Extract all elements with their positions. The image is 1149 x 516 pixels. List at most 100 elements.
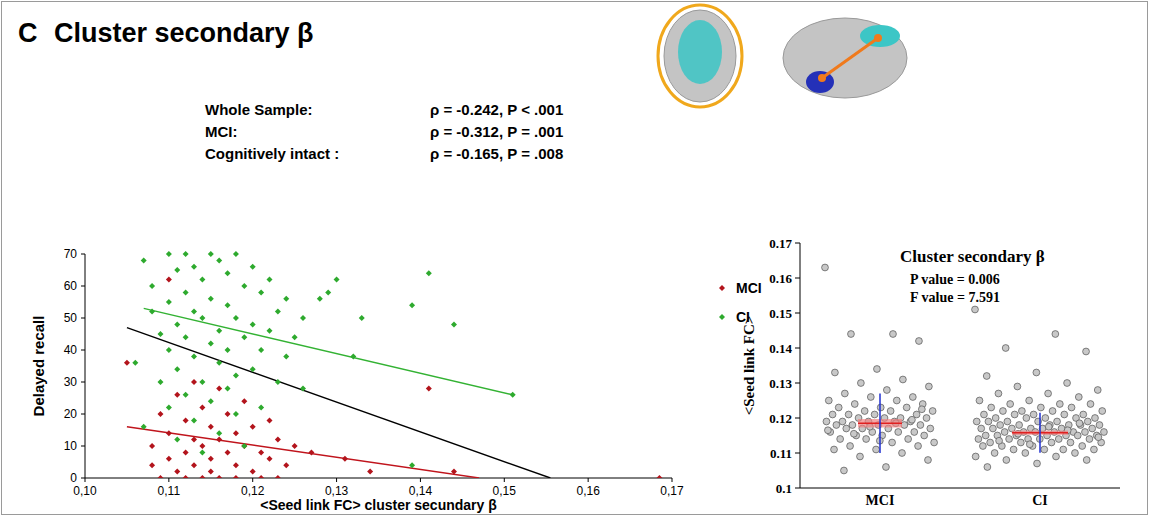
point [1061, 411, 1068, 418]
stats-text: ρ = -0.165, P = .008 [430, 145, 563, 162]
point [451, 321, 457, 327]
point [976, 397, 983, 404]
point [848, 331, 855, 338]
point [824, 427, 831, 434]
point [1072, 450, 1079, 457]
y-axis [85, 254, 86, 478]
point [899, 450, 906, 457]
point [199, 443, 205, 449]
point [1000, 408, 1007, 415]
point [883, 464, 890, 471]
point [216, 437, 222, 443]
point [1099, 408, 1106, 415]
point [166, 456, 172, 462]
point [822, 264, 829, 271]
stats-label: Whole Sample: [205, 101, 313, 118]
y-tick-label: 0 [70, 471, 77, 485]
point [283, 462, 289, 468]
point [1053, 453, 1060, 460]
point [1022, 450, 1029, 457]
point [1054, 418, 1061, 425]
point [183, 289, 189, 295]
brain-cluster [678, 20, 722, 84]
point [1006, 436, 1013, 443]
point [1010, 446, 1017, 453]
x-tick [168, 478, 169, 482]
point [216, 360, 222, 366]
point [990, 425, 997, 432]
point [925, 457, 932, 464]
plot-area [822, 264, 1108, 474]
point [426, 270, 432, 276]
point [1049, 408, 1056, 415]
point [1096, 422, 1103, 429]
point [350, 353, 356, 359]
point [849, 422, 856, 429]
panel-letter: C [18, 18, 38, 48]
point [923, 415, 930, 422]
point [166, 251, 172, 257]
point [841, 390, 848, 397]
point [1091, 446, 1098, 453]
point [216, 385, 222, 391]
point [149, 443, 155, 449]
point [1023, 415, 1030, 422]
point [1083, 348, 1090, 355]
point [174, 392, 180, 398]
y-tick [795, 278, 800, 279]
y-tick [81, 254, 85, 255]
point [1018, 408, 1025, 415]
point [300, 315, 306, 321]
y-axis-title: <Seed link FC> [741, 316, 757, 416]
y-tick [795, 488, 800, 489]
x-tick [85, 478, 86, 482]
point [183, 251, 189, 257]
x-tick [504, 478, 505, 482]
point [275, 475, 281, 478]
point [1101, 429, 1108, 436]
y-tick [795, 243, 800, 244]
y-tick [81, 350, 85, 351]
point [191, 462, 197, 468]
x-tick [420, 478, 421, 482]
point [972, 306, 979, 313]
point [141, 257, 147, 263]
y-tick [81, 286, 85, 287]
legend-marker [719, 285, 725, 291]
stats-label: Cognitively intact : [205, 145, 339, 162]
point [191, 264, 197, 270]
point [216, 328, 222, 334]
point [191, 379, 197, 385]
legend-marker [719, 314, 725, 320]
point [199, 475, 205, 478]
point [1048, 439, 1055, 446]
x-tick-label: 0,13 [325, 484, 349, 498]
y-tick-label: 30 [64, 375, 78, 389]
y-tick [795, 313, 800, 314]
point [283, 296, 289, 302]
point [225, 411, 231, 417]
point [275, 379, 281, 385]
point [905, 436, 912, 443]
point [241, 443, 247, 449]
x-axis [85, 478, 672, 479]
point [292, 443, 298, 449]
point [250, 321, 256, 327]
point [367, 469, 373, 475]
y-tick [795, 383, 800, 384]
x-tick-label: MCI [866, 493, 895, 508]
panel-title: Cluster secondary β [54, 18, 314, 48]
point [656, 475, 662, 478]
point [409, 462, 415, 468]
point [1074, 432, 1081, 439]
point [216, 257, 222, 263]
point [931, 439, 938, 446]
point [225, 302, 231, 308]
point [199, 379, 205, 385]
point [183, 449, 189, 455]
point [225, 385, 231, 391]
point [883, 387, 890, 394]
point [183, 417, 189, 423]
point [359, 315, 365, 321]
point [861, 408, 868, 415]
